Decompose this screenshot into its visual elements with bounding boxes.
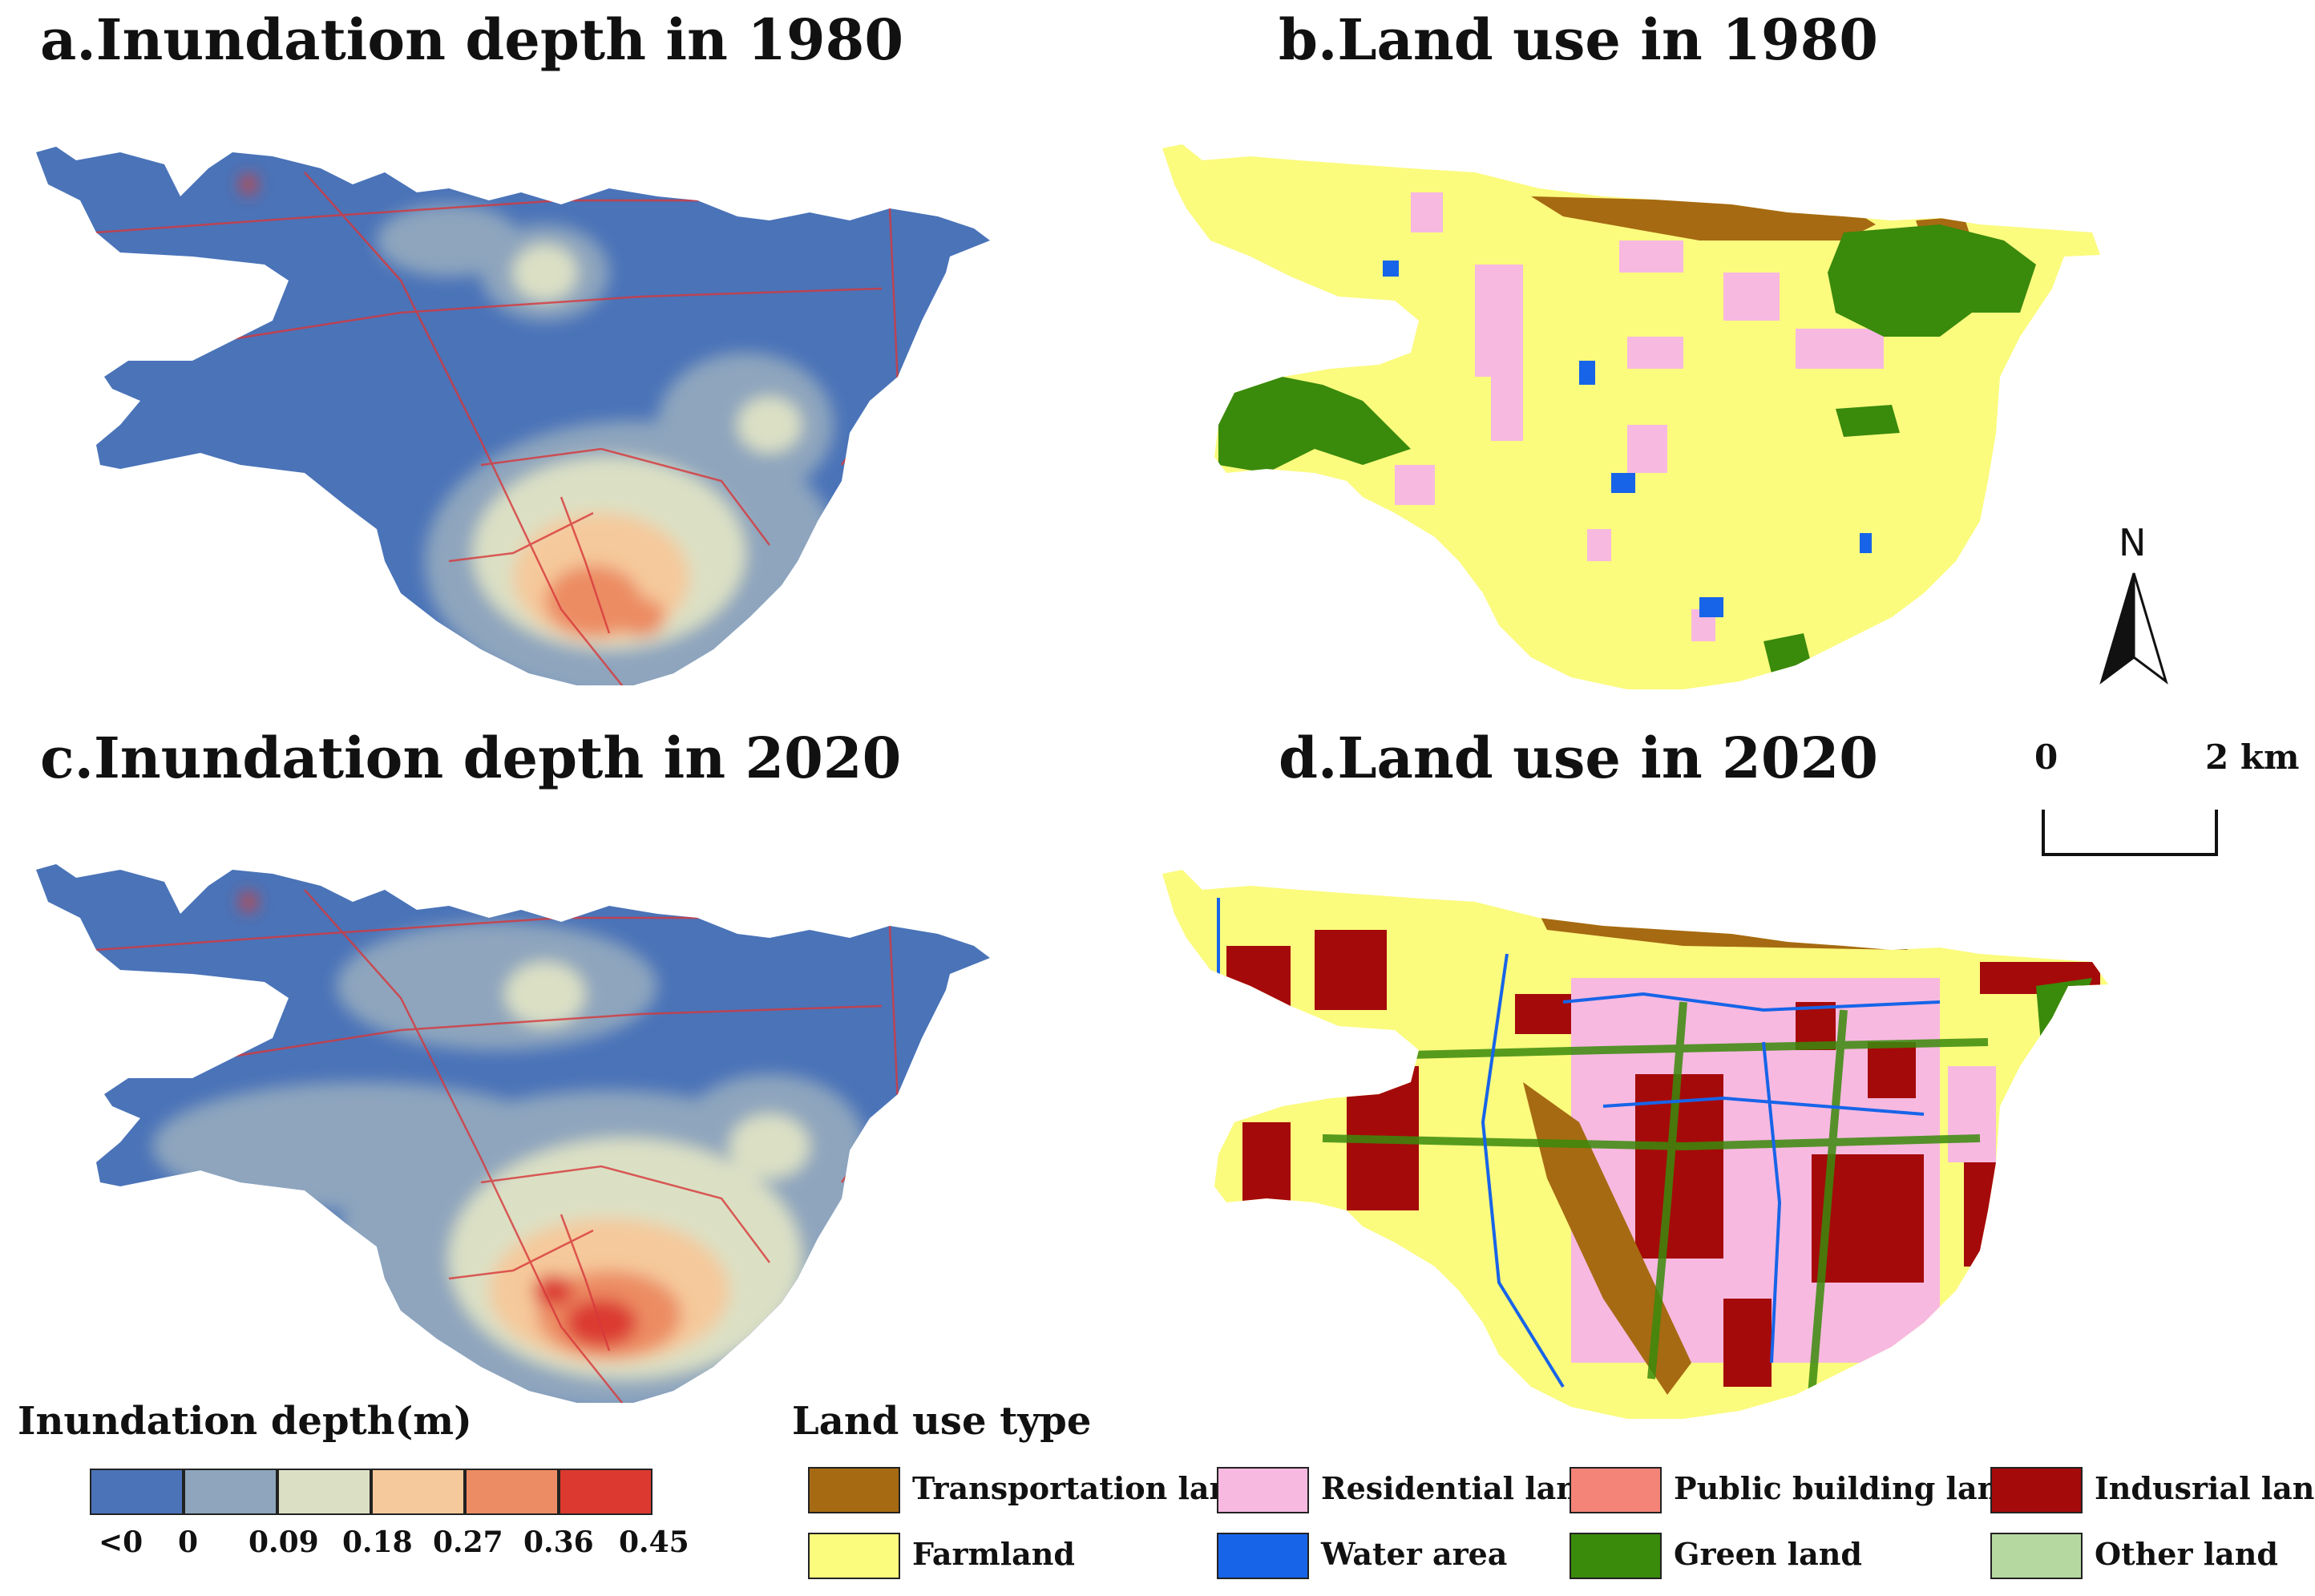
title-panel-b: b.Land use in 1980: [1279, 6, 1878, 73]
landuse-legend-label: Residential land: [1321, 1470, 1600, 1506]
depth-legend-swatch: [559, 1469, 652, 1515]
landuse-legend-label: Indusrial land: [2095, 1470, 2315, 1506]
map-panel-b: [1162, 144, 2100, 689]
landuse-legend-label: Water area: [1321, 1536, 1508, 1572]
depth-legend-swatch: [277, 1469, 371, 1515]
landuse-legend-label: Green land: [1674, 1536, 1862, 1572]
depth-legend-label: <0: [99, 1525, 143, 1559]
title-panel-a: a.Inundation depth in 1980: [40, 6, 904, 73]
depth-legend-swatch: [465, 1469, 559, 1515]
title-panel-c: c.Inundation depth in 2020: [40, 725, 902, 791]
map-panel-c: [36, 864, 990, 1403]
landuse-legend-swatch: [1990, 1467, 2083, 1513]
depth-legend-label: 0.45: [619, 1525, 689, 1559]
scale-bar-end: 2 km: [2205, 737, 2300, 777]
depth-legend-label: 0: [178, 1525, 199, 1559]
landuse-legend-swatch: [1570, 1467, 1662, 1513]
landuse-legend-title: Land use type: [792, 1399, 1092, 1444]
landuse-legend-label: Public building land: [1674, 1470, 2021, 1506]
landuse-legend-swatch: [1217, 1467, 1309, 1513]
north-arrow-label: N: [2119, 521, 2147, 564]
landuse-legend-swatch: [808, 1533, 900, 1579]
depth-legend-label: 0.36: [523, 1525, 594, 1559]
title-panel-d: d.Land use in 2020: [1279, 725, 1878, 791]
landuse-legend-swatch: [1990, 1533, 2083, 1579]
landuse-legend-swatch: [1217, 1533, 1309, 1579]
landuse-legend-label: Transportation land: [912, 1470, 1253, 1506]
north-arrow-icon: [2099, 572, 2168, 685]
landuse-legend-swatch: [808, 1467, 900, 1513]
landuse-legend-label: Farmland: [912, 1536, 1076, 1572]
map-panel-a: [36, 147, 990, 685]
map-panel-d: [1162, 870, 2108, 1419]
depth-legend-swatch: [90, 1469, 184, 1515]
landuse-legend-swatch: [1570, 1533, 1662, 1579]
depth-legend-title: Inundation depth(m): [18, 1399, 472, 1444]
depth-legend-swatch: [184, 1469, 277, 1515]
depth-legend-label: 0.27: [433, 1525, 503, 1559]
scale-bar: [2042, 810, 2218, 856]
depth-legend-swatch: [371, 1469, 465, 1515]
depth-legend-label: 0.18: [342, 1525, 413, 1559]
landuse-legend-label: Other land: [2095, 1536, 2278, 1572]
scale-bar-start: 0: [2034, 737, 2058, 777]
depth-legend-label: 0.09: [248, 1525, 319, 1559]
